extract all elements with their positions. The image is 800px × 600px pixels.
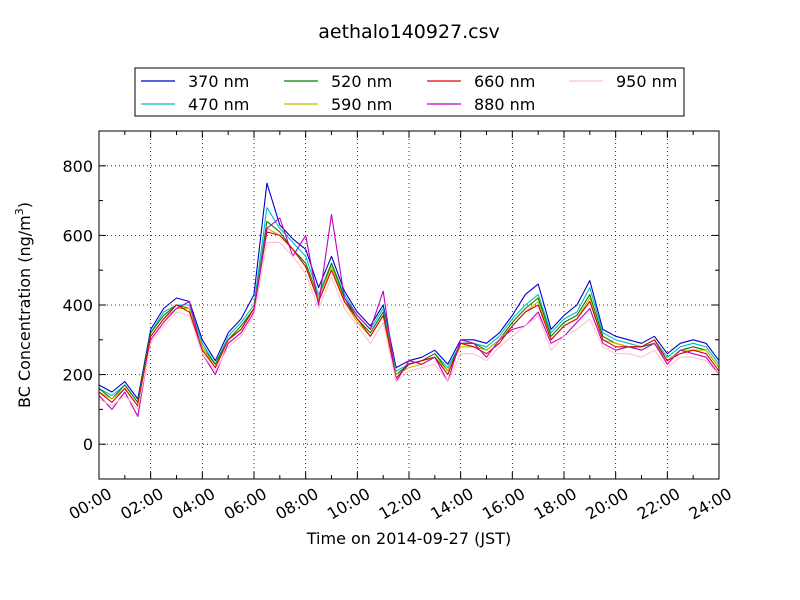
x-tick-labels: 00:00 02:00 04:00 06:00 08:00 10:00 12:00 14:00… <box>66 484 735 524</box>
legend-label: 660 nm <box>474 72 535 91</box>
chart-title: aethalo140927.csv <box>318 21 500 43</box>
legend-frame <box>134 67 685 117</box>
x-axis-label: Time on 2014-09-27 (JST) <box>306 529 511 548</box>
x-tick-label: 14:00 <box>427 484 476 524</box>
x-tick-label: 12:00 <box>376 484 425 524</box>
series-line-950-nm <box>98 241 720 410</box>
x-tick-label: 06:00 <box>221 484 270 524</box>
y-tick-labels: 0 200 400 600 800 <box>62 157 93 454</box>
legend-item: 660 nm <box>427 72 535 91</box>
legend-label: 590 nm <box>331 95 392 114</box>
y-axis-label: BC Concentration (ng/m3) <box>13 202 34 408</box>
legend-label: 950 nm <box>616 72 677 91</box>
y-tick-label: 800 <box>62 157 93 176</box>
axis-ticks <box>98 130 720 480</box>
x-tick-label: 02:00 <box>117 484 166 524</box>
y-tick-label: 200 <box>62 366 93 385</box>
series-lines <box>98 182 720 417</box>
x-tick-label: 08:00 <box>272 484 321 524</box>
grid <box>99 131 719 479</box>
x-tick-label: 20:00 <box>582 484 631 524</box>
x-tick-label: 16:00 <box>479 484 528 524</box>
x-tick-label: 00:00 <box>66 484 115 524</box>
x-tick-label: 10:00 <box>324 484 373 524</box>
legend-item: 950 nm <box>569 72 677 91</box>
legend-item: 470 nm <box>141 95 249 114</box>
legend-item: 520 nm <box>284 72 392 91</box>
legend-item: 880 nm <box>427 95 535 114</box>
x-tick-label: 24:00 <box>686 484 735 524</box>
y-tick-label: 400 <box>62 296 93 315</box>
x-tick-label: 22:00 <box>634 484 683 524</box>
legend-label: 880 nm <box>474 95 535 114</box>
legend-item: 590 nm <box>284 95 392 114</box>
y-tick-label: 600 <box>62 226 93 245</box>
series-line-590-nm <box>98 227 720 407</box>
x-tick-label: 04:00 <box>169 484 218 524</box>
series-line-660-nm <box>98 231 720 407</box>
legend-label: 370 nm <box>188 72 249 91</box>
legend-item: 370 nm <box>141 72 249 91</box>
x-tick-label: 18:00 <box>531 484 580 524</box>
y-tick-label: 0 <box>83 435 93 454</box>
legend-label: 470 nm <box>188 95 249 114</box>
legend-label: 520 nm <box>331 72 392 91</box>
legend: 370 nm 470 nm 520 nm 590 nm 660 nm 880 nm 950 … <box>134 67 685 117</box>
